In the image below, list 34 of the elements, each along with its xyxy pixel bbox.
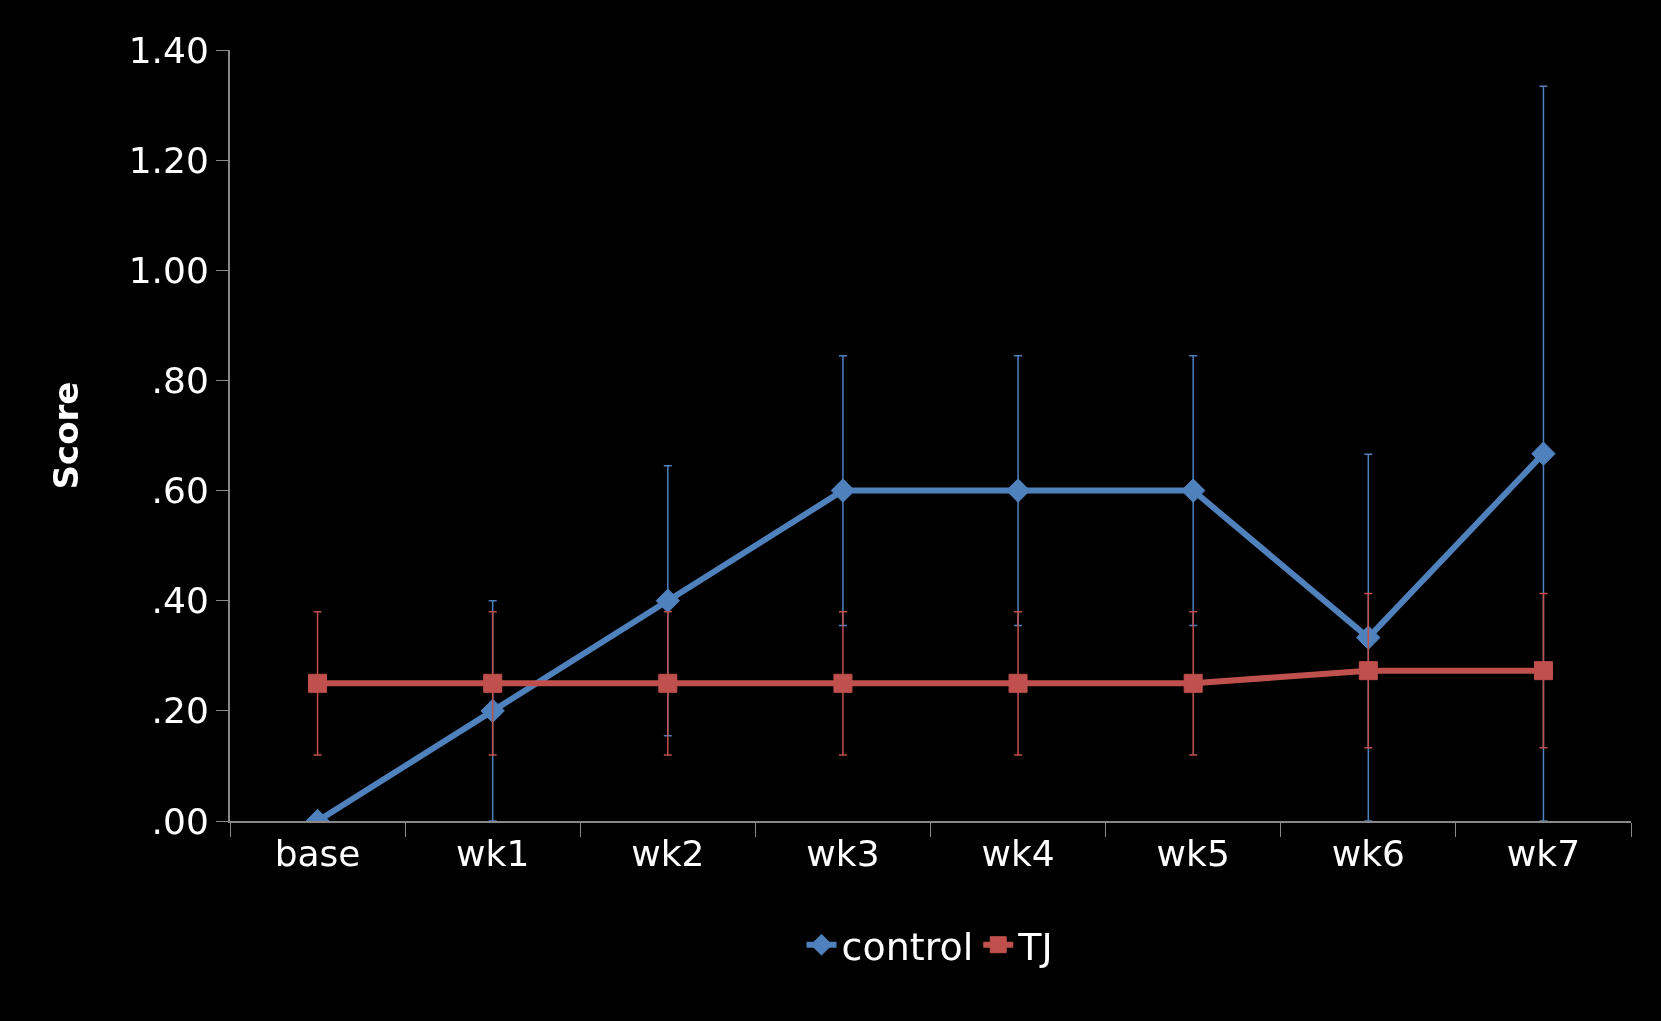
point <box>1356 625 1381 650</box>
y-tick-label: .00 <box>151 800 209 842</box>
x-tick-label: base <box>274 833 361 875</box>
x-tick-label: wk3 <box>806 833 880 875</box>
point <box>833 673 853 693</box>
point <box>308 673 328 693</box>
y-tick-label: 1.00 <box>128 249 209 291</box>
x-tick-label: wk2 <box>631 833 705 875</box>
point <box>1533 661 1553 681</box>
y-tick-label: 1.40 <box>128 29 209 71</box>
y-tick-label: .80 <box>151 360 209 402</box>
point <box>1180 478 1206 503</box>
point <box>1008 673 1028 693</box>
point <box>658 673 678 693</box>
y-tick-label: 1.20 <box>128 139 209 181</box>
point <box>830 478 856 503</box>
point <box>1183 673 1203 693</box>
x-tick-label: wk6 <box>1331 833 1405 875</box>
point <box>480 698 505 724</box>
point <box>655 588 681 613</box>
legend-label: control <box>841 924 974 969</box>
x-tick-label: wk1 <box>456 833 530 875</box>
point <box>1005 478 1031 503</box>
x-tick-label: wk7 <box>1506 833 1581 875</box>
y-tick-label: .20 <box>151 690 209 732</box>
y-axis-title: Score <box>45 381 86 490</box>
x-tick-label: wk4 <box>981 833 1055 875</box>
y-tick-label: .40 <box>151 580 209 622</box>
x-tick-label: wk5 <box>1156 833 1230 875</box>
legend-label: TJ <box>1017 924 1053 969</box>
point <box>1531 441 1556 466</box>
y-tick-label: .60 <box>151 470 209 512</box>
point <box>1358 661 1378 681</box>
point <box>483 673 503 693</box>
